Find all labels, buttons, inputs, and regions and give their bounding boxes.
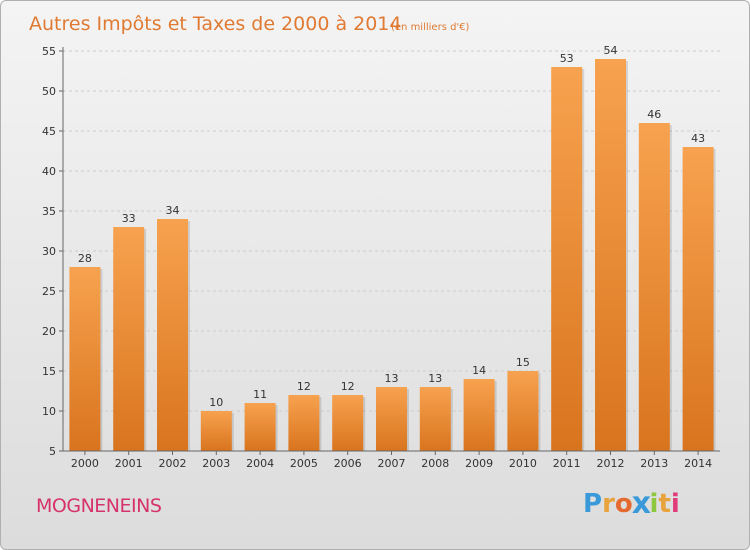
bar-2014 [682,147,714,451]
logo-letter: i [649,489,659,519]
value-label-2003: 10 [209,396,223,409]
y-tick-label: 25 [42,285,56,298]
y-tick-label: 30 [42,245,56,258]
value-label-2008: 13 [428,372,442,385]
y-tick-label: 55 [42,45,56,58]
x-tick-label-2005: 2005 [290,457,318,470]
y-tick-label: 35 [42,205,56,218]
y-tick-label: 50 [42,85,56,98]
value-label-2010: 15 [516,356,530,369]
bar-2011 [551,67,583,451]
value-label-2001: 33 [122,212,136,225]
logo-letter: r [602,489,615,519]
bar-2005 [288,395,320,451]
value-label-2005: 12 [297,380,311,393]
bar-2006 [332,395,364,451]
bar-2001 [113,227,145,451]
y-tick-label: 15 [42,365,56,378]
bars: 28 33 34 10 11 12 12 13 13 14 15 53 54 46 43 [69,44,716,451]
x-tick-label-2014: 2014 [684,457,712,470]
bar-2009 [463,379,495,451]
x-tick-label-2001: 2001 [115,457,143,470]
x-tick-label-2006: 2006 [334,457,362,470]
value-label-2009: 14 [472,364,486,377]
x-tick-label-2003: 2003 [202,457,230,470]
value-label-2002: 34 [166,204,180,217]
x-tick-label-2013: 2013 [640,457,668,470]
x-tick-label-2007: 2007 [378,457,406,470]
value-label-2012: 54 [604,44,618,57]
x-tick-label-2010: 2010 [509,457,537,470]
value-label-2000: 28 [78,252,92,265]
chart-subtitle: (en milliers d'€) [391,22,470,33]
bar-2002 [157,219,188,451]
bar-2010 [507,371,539,451]
chart-title: Autres Impôts et Taxes de 2000 à 2014 [29,13,402,35]
logo-letter: P [583,489,603,519]
value-label-2013: 46 [647,108,661,121]
y-tick-label: 40 [42,165,56,178]
x-tick-label-2009: 2009 [465,457,493,470]
value-label-2014: 43 [691,132,705,145]
bar-2012 [595,59,626,451]
x-tick-label-2008: 2008 [421,457,449,470]
axes: 5 10 15 20 25 30 35 40 45 50 55 2000 2001 2002 2003 200… [42,45,720,470]
x-tick-label-2011: 2011 [553,457,581,470]
x-tick-label-2000: 2000 [71,457,99,470]
y-tick-label: 20 [42,325,56,338]
logo-letter: t [658,489,671,519]
value-label-2007: 13 [385,372,399,385]
bar-2003 [200,411,232,451]
value-label-2011: 53 [560,52,574,65]
x-tick-label-2004: 2004 [246,457,274,470]
commune-name: MOGNENEINS [36,495,162,517]
logo-letter: x [631,486,651,522]
value-label-2004: 11 [253,388,267,401]
logo-letter: o [614,489,633,519]
bar-2000 [69,267,101,451]
x-tick-label-2012: 2012 [597,457,625,470]
logo-letter: i [670,489,680,519]
value-label-2006: 12 [341,380,355,393]
bar-2004 [244,403,276,451]
y-tick-label: 5 [49,445,56,458]
y-tick-label: 10 [42,405,56,418]
proxiti-logo: Proxiti [583,486,680,522]
bar-2013 [638,123,670,451]
bar-2008 [419,387,451,451]
y-tick-label: 45 [42,125,56,138]
bar-2007 [376,387,407,451]
x-tick-label-2002: 2002 [159,457,187,470]
